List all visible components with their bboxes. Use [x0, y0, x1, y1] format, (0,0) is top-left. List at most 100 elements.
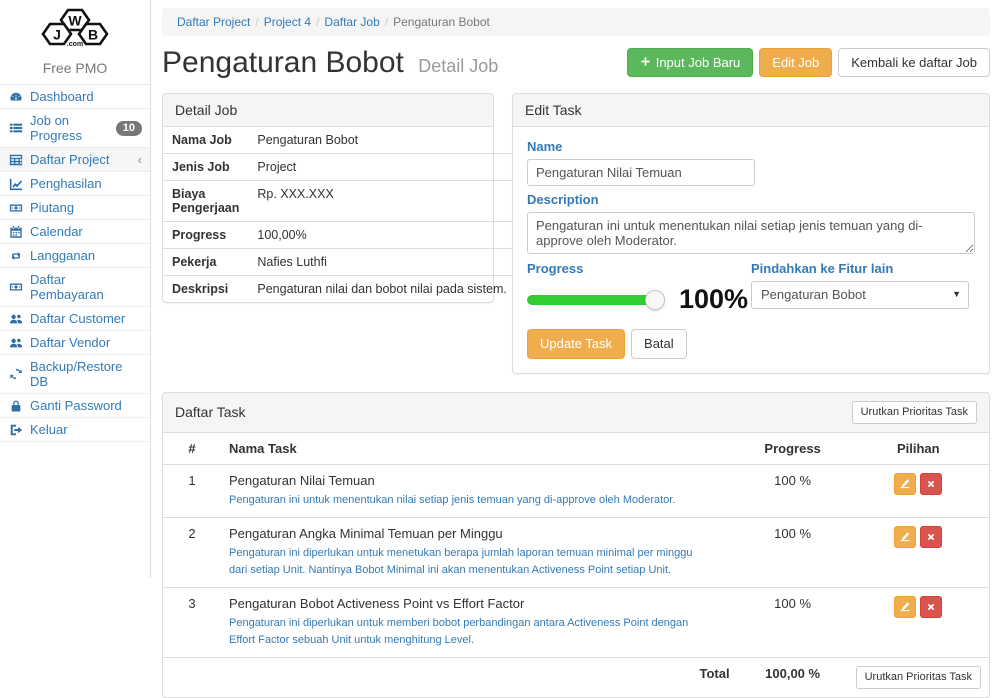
sidebar-item-label: Daftar Project — [30, 152, 110, 167]
chart-line-icon — [9, 177, 23, 191]
svg-text:.com: .com — [67, 41, 83, 48]
task-description: Pengaturan ini untuk menentukan nilai se… — [229, 493, 676, 506]
svg-text:W: W — [68, 13, 82, 29]
urutkan-prioritas-task-button-bottom[interactable]: Urutkan Prioritas Task — [855, 666, 981, 690]
breadcrumb-daftar-project[interactable]: Daftar Project — [177, 15, 251, 29]
task-name-input[interactable] — [527, 159, 755, 186]
task-description-textarea[interactable]: Pengaturan ini untuk menentukan nilai se… — [527, 212, 975, 254]
sidebar-item-label: Penghasilan — [30, 176, 102, 191]
task-name-cell: Pengaturan Nilai Temuan Pengaturan ini u… — [221, 464, 738, 517]
progress-slider-track[interactable] — [527, 289, 665, 310]
pencil-square-icon — [899, 601, 911, 613]
pencil-square-icon — [899, 531, 911, 543]
sidebar-item-calendar[interactable]: Calendar — [0, 220, 150, 244]
batal-button[interactable]: Batal — [631, 329, 687, 359]
sidebar-item-label: Daftar Customer — [30, 311, 126, 326]
description-label: Description — [527, 192, 599, 207]
column-header-progress: Progress — [737, 432, 848, 465]
kembali-ke-daftar-job-button[interactable]: Kembali ke daftar Job — [838, 47, 990, 78]
sidebar-item-backup-restore-db[interactable]: Backup/Restore DB — [0, 355, 150, 394]
sidebar-item-daftar-pembayaran[interactable]: Daftar Pembayaran — [0, 268, 150, 307]
detail-row-pekerja: Pekerja Nafies Luthfi — [163, 248, 516, 276]
sidebar-item-ganti-password[interactable]: Ganti Password — [0, 394, 150, 418]
dashboard-icon — [9, 90, 23, 104]
sidebar-item-daftar-vendor[interactable]: Daftar Vendor — [0, 331, 150, 355]
delete-task-row-button[interactable] — [920, 595, 943, 618]
edit-task-columns: Progress 100% Pindahkan ke Fitur lain — [527, 261, 975, 313]
breadcrumb-daftar-job[interactable]: Daftar Job — [324, 15, 380, 29]
pencil-square-icon — [899, 478, 911, 490]
move-to-feature-select[interactable]: Pengaturan Bobot ▼ — [751, 281, 969, 309]
total-label: Total — [221, 657, 738, 698]
page-title-sub: Detail Job — [418, 56, 499, 76]
page-title-main: Pengaturan Bobot — [162, 46, 404, 79]
sidebar-item-keluar[interactable]: Keluar — [0, 418, 150, 442]
detail-row-biaya-pengerjaan: Biaya Pengerjaan Rp. XXX.XXX — [163, 180, 516, 222]
update-task-button[interactable]: Update Task — [527, 329, 626, 359]
sign-out-icon — [9, 423, 23, 437]
task-actions-cell — [848, 464, 989, 517]
sidebar: W J B .com Free PMO Dashboard Job on Pro… — [0, 0, 151, 578]
breadcrumb-separator: / — [384, 15, 389, 29]
edit-task-buttons: Update Task Batal — [527, 329, 975, 359]
sidebar-item-label: Daftar Vendor — [30, 335, 111, 350]
sidebar-item-job-on-progress[interactable]: Job on Progress 10 — [0, 109, 150, 148]
progress-column: Progress 100% — [527, 261, 751, 313]
task-actions-cell — [847, 516, 989, 588]
edit-task-row-button[interactable] — [894, 472, 917, 495]
sidebar-item-daftar-project[interactable]: Daftar Project ‹ — [0, 148, 150, 172]
task-name: Pengaturan Angka Minimal Temuan per Ming… — [229, 525, 503, 541]
sidebar-item-penghasilan[interactable]: Penghasilan — [0, 172, 150, 196]
progress-value: 100% — [679, 284, 749, 314]
sidebar-item-dashboard[interactable]: Dashboard — [0, 85, 150, 109]
sidebar-item-label: Job on Progress — [30, 113, 83, 143]
refresh-icon — [9, 367, 23, 381]
x-icon — [925, 601, 937, 613]
breadcrumb: Daftar Project / Project 4 / Daftar Job / Peng… — [162, 8, 990, 36]
sidebar-item-daftar-customer[interactable]: Daftar Customer — [0, 307, 150, 331]
sidebar-item-label: Dashboard — [30, 89, 94, 104]
page-title: Pengaturan Bobot Detail Job — [162, 46, 498, 79]
task-actions-cell — [847, 586, 989, 658]
task-description: Pengaturan ini diperlukan untuk menetuka… — [229, 546, 693, 576]
progress-slider-handle[interactable] — [645, 289, 665, 310]
money-icon — [9, 280, 23, 294]
daftar-task-panel: Daftar Task Urutkan Prioritas Task # Nam… — [162, 391, 990, 698]
move-to-feature-selected-value: Pengaturan Bobot — [761, 287, 866, 302]
sidebar-item-langganan[interactable]: Langganan — [0, 244, 150, 268]
input-job-baru-button[interactable]: Input Job Baru — [626, 47, 754, 78]
table-row: 3 Pengaturan Bobot Activeness Point vs E… — [163, 586, 989, 658]
progress-label: Progress — [527, 261, 584, 276]
users-icon — [9, 312, 23, 326]
detail-job-panel-heading: Detail Job — [163, 94, 493, 127]
edit-task-panel: Edit Task Name Description Pengaturan in… — [512, 93, 990, 374]
task-num: 3 — [163, 586, 221, 658]
task-name-cell: Pengaturan Bobot Activeness Point vs Eff… — [221, 586, 738, 658]
edit-job-button[interactable]: Edit Job — [759, 47, 833, 78]
progress-slider-row: 100% — [527, 286, 751, 313]
column-header-pilihan: Pilihan — [847, 432, 989, 465]
calendar-icon — [9, 225, 23, 239]
name-label: Name — [527, 139, 563, 154]
table-row: 2 Pengaturan Angka Minimal Temuan per Mi… — [163, 516, 989, 588]
chevron-left-icon: ‹ — [137, 152, 142, 167]
urutkan-prioritas-task-button-top[interactable]: Urutkan Prioritas Task — [851, 400, 977, 424]
daftar-task-panel-heading: Daftar Task Urutkan Prioritas Task — [163, 392, 989, 433]
jwb-logo[interactable]: W J B .com Free PMO — [0, 0, 150, 84]
sidebar-menu: Dashboard Job on Progress 10 Daftar Proj… — [0, 84, 150, 442]
sidebar-item-label: Keluar — [30, 422, 68, 437]
list-icon — [9, 121, 23, 135]
edit-task-panel-heading: Edit Task — [513, 94, 989, 127]
breadcrumb-project-4[interactable]: Project 4 — [263, 15, 312, 29]
delete-task-row-button[interactable] — [920, 525, 943, 548]
edit-task-row-button[interactable] — [894, 595, 917, 618]
delete-task-row-button[interactable] — [920, 472, 943, 495]
task-num: 1 — [188, 472, 196, 488]
plus-icon — [640, 55, 651, 71]
edit-task-row-button[interactable] — [894, 525, 917, 548]
sidebar-item-piutang[interactable]: Piutang — [0, 196, 150, 220]
svg-text:J: J — [53, 27, 61, 43]
svg-text:B: B — [88, 27, 98, 43]
task-progress: 100 % — [737, 586, 848, 658]
move-to-feature-label: Pindahkan ke Fitur lain — [751, 261, 894, 276]
